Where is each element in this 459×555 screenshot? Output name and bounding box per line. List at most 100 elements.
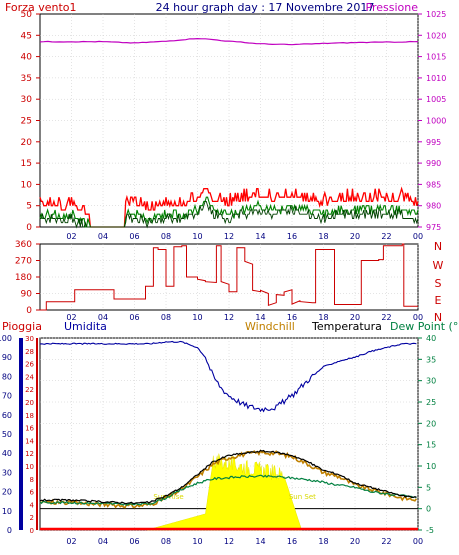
wind-tick-label: 50 [21,10,33,20]
weather-x-tick-label: 04 [98,537,108,546]
temp-tick-label: 15 [426,441,436,450]
direction-line [40,243,418,311]
direction-x-tick-label: 14 [255,313,265,322]
direction-tick-label: 0 [26,306,32,316]
direction-tick-label: 360 [15,240,32,250]
humidity-tick-label: 30 [2,468,12,477]
temp-tick-label: 5 [426,483,431,492]
humidity-tick-label: 10 [2,507,12,516]
weather-x-tick-label: 18 [318,537,328,546]
rain-tick-label: 30 [25,335,34,343]
direction-x-tick-label: 22 [381,313,391,322]
pressure-tick-label: 990 [426,159,441,168]
direction-x-tick-label: 18 [318,313,328,322]
rain-tick-label: 12 [25,450,34,458]
pressure-tick-label: 1005 [426,95,446,104]
wind-tick-label: 40 [21,53,33,63]
solar-radiation-area [147,453,302,531]
rain-tick-label: 2 [30,514,34,522]
pressure-line [39,37,419,46]
humidity-tick-label: 100 [0,334,12,343]
wind-x-tick-label: 18 [318,232,328,241]
rain-tick-label: 26 [25,361,34,369]
wind-x-tick-label: 02 [66,232,76,241]
weather-x-tick-label: 12 [224,537,234,546]
temp-tick-label: 10 [426,462,436,471]
temp-tick-label: 30 [426,377,436,386]
weather-x-tick-label: 02 [66,537,76,546]
humidity-tick-label: 0 [7,526,12,535]
wind-tick-label: 45 [21,31,32,41]
wind-x-tick-label: 04 [98,232,108,241]
temp-tick-label: 35 [426,355,436,364]
wind-tick-label: 35 [21,74,32,84]
wind-tick-label: 30 [21,95,33,105]
rain-tick-label: 20 [25,399,34,407]
wind-tick-label: 5 [26,202,32,212]
dewpoint-label: Dew Point (°C [390,320,459,333]
direction-x-tick-label: 20 [350,313,360,322]
temp-tick-label: 40 [426,334,436,343]
windchill-label: Windchill [245,320,295,333]
direction-x-tick-label: 00 [413,313,423,322]
direction-tick-label: 270 [15,257,32,267]
direction-x-tick-label: 08 [161,313,171,322]
weather-x-tick-label: 06 [129,537,139,546]
wind-min-line [40,200,419,229]
pressure-tick-label: 985 [426,180,441,189]
humidity-tick-label: 80 [2,372,12,381]
wind-tick-label: 25 [21,117,32,127]
direction-x-tick-label: 10 [192,313,202,322]
header-right-label: Pressione [366,1,419,14]
temperature-line [39,449,417,505]
compass-label: W [433,259,444,272]
humidity-tick-label: 40 [2,449,12,458]
wind-x-tick-label: 14 [255,232,265,241]
wind-x-tick-label: 00 [413,232,423,241]
weather-x-tick-label: 08 [161,537,171,546]
rain-tick-label: 10 [25,463,34,471]
pressure-tick-label: 1010 [426,74,446,83]
wind-tick-label: 0 [26,223,32,233]
wind-x-tick-label: 12 [224,232,234,241]
direction-tick-label: 90 [21,290,33,300]
humidity-tick-label: 50 [2,430,12,439]
rain-tick-label: 16 [25,425,34,433]
humidity-line [39,340,417,413]
header-left-label: Forza vento1 [5,1,77,14]
direction-x-tick-label: 12 [224,313,234,322]
rain-tick-label: 28 [25,348,34,356]
rain-tick-label: 22 [25,386,34,394]
wind-x-tick-label: 10 [192,232,202,241]
compass-label: N [434,240,442,253]
rain-tick-label: 24 [25,373,34,381]
direction-tick-label: 180 [15,273,32,283]
temp-tick-label: 0 [426,505,431,514]
compass-label: S [435,277,442,290]
direction-x-tick-label: 06 [129,313,139,322]
pressure-tick-label: 1020 [426,31,446,40]
wind-x-tick-label: 22 [381,232,391,241]
pressure-tick-label: 995 [426,138,441,147]
temp-tick-label: -5 [426,526,434,535]
weather-x-tick-label: 14 [255,537,265,546]
wind-pressure-chart: 0510152025303540455097598098599099510001… [21,10,447,241]
sun-set-label: Sun Set [289,493,316,501]
wind-x-tick-label: 08 [161,232,171,241]
compass-label: E [435,294,442,307]
rain-label: Pioggia [2,320,42,333]
pressure-tick-label: 1025 [426,10,446,19]
rain-tick-label: 6 [30,489,35,497]
pressure-tick-label: 975 [426,223,441,232]
pressure-tick-label: 1000 [426,117,446,126]
wind-tick-label: 10 [21,180,33,190]
direction-x-tick-label: 16 [287,313,297,322]
rain-tick-label: 8 [30,476,34,484]
temp-tick-label: 25 [426,398,436,407]
temperature-label: Temperatura [311,320,382,333]
weather-x-tick-label: 22 [381,537,391,546]
wind-tick-label: 20 [21,138,33,148]
